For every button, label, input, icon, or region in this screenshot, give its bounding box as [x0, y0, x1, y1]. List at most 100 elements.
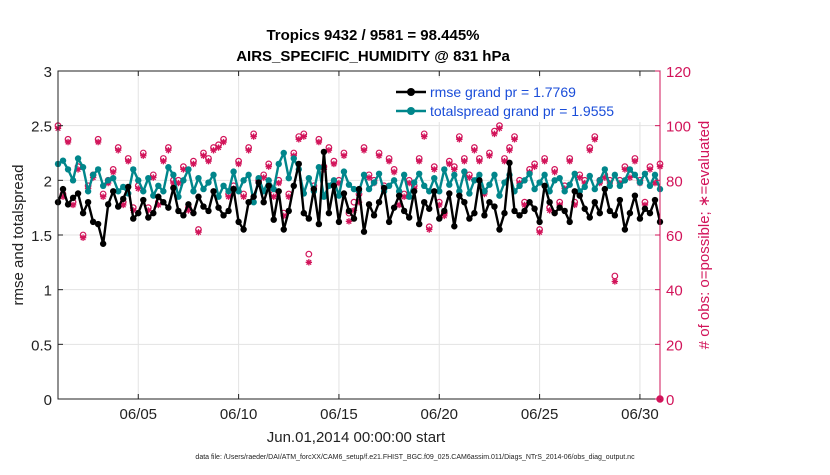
obs-evaluated-marker	[601, 174, 609, 181]
rmse-point	[79, 209, 87, 217]
obs-evaluated-marker	[155, 201, 162, 209]
rmse-point	[295, 160, 302, 168]
obs-evaluated-marker	[160, 158, 167, 165]
rmse-point	[461, 199, 468, 206]
totalspread-point	[561, 188, 568, 195]
rmse-point	[245, 199, 252, 206]
rmse-point	[556, 204, 563, 211]
obs-evaluated-marker	[536, 229, 543, 236]
obs-evaluated-marker	[125, 158, 132, 165]
totalspread-point	[641, 170, 649, 177]
rmse-point	[416, 220, 423, 228]
obs-evaluated-marker	[586, 147, 593, 154]
obs-evaluated-marker	[210, 147, 217, 154]
rmse-point	[441, 207, 448, 215]
obs-evaluated-marker	[431, 166, 438, 173]
totalspread-point	[190, 188, 197, 195]
totalspread-point	[235, 188, 242, 195]
totalspread-point	[240, 177, 247, 184]
y2-tick-label: 100	[666, 119, 691, 136]
rmse-point	[200, 203, 207, 210]
totalspread-point	[205, 179, 212, 186]
rmse-point	[601, 185, 609, 193]
obs-evaluated-marker	[94, 138, 102, 146]
totalspread-point	[416, 170, 423, 177]
obs-evaluated-marker	[59, 193, 67, 200]
y2-tick-label: 60	[666, 228, 683, 245]
rmse-point	[591, 199, 598, 206]
rmse-point	[631, 192, 639, 199]
obs-evaluated-marker	[365, 174, 373, 181]
obs-evaluated-marker	[436, 201, 443, 209]
totalspread-point	[375, 170, 383, 177]
rmse-point	[436, 215, 443, 222]
rmse-point	[64, 201, 72, 208]
y-tick-label: 2	[44, 173, 52, 190]
rmse-point	[636, 215, 644, 222]
totalspread-point	[99, 182, 107, 189]
totalspread-point	[410, 179, 418, 186]
totalspread-point	[195, 174, 202, 182]
obs-evaluated-marker	[330, 160, 338, 168]
rmse-point	[451, 223, 458, 230]
totalspread-point	[135, 177, 142, 184]
obs-evaluated-marker	[200, 152, 207, 159]
x-tick-label: 06/10	[220, 406, 258, 423]
rmse-point	[265, 182, 272, 189]
obs-evaluated-marker	[285, 193, 292, 200]
obs-evaluated-marker	[335, 179, 343, 187]
totalspread-point	[250, 199, 257, 206]
obs-evaluated-marker	[140, 152, 147, 159]
y-tick-label: 0	[44, 392, 52, 409]
totalspread-point	[59, 157, 67, 164]
obs-evaluated-marker	[451, 166, 458, 173]
obs-evaluated-marker	[591, 136, 598, 143]
totalspread-point	[350, 185, 358, 193]
obs-evaluated-marker	[240, 193, 247, 200]
totalspread-point	[531, 185, 538, 193]
totalspread-point	[426, 188, 433, 195]
rmse-point	[270, 216, 277, 223]
totalspread-point	[275, 160, 282, 168]
y2-tick-label: 0	[666, 392, 674, 409]
totalspread-point	[646, 182, 654, 189]
rmse-point	[651, 196, 659, 204]
y2-tick-label: 80	[666, 173, 683, 190]
rmse-point	[125, 183, 132, 191]
rmse-point	[240, 226, 247, 233]
rmse-point	[621, 226, 629, 233]
rmse-point	[410, 188, 418, 195]
totalspread-point	[476, 171, 483, 179]
rmse-point	[355, 185, 363, 193]
totalspread-point	[150, 192, 157, 199]
rmse-point	[130, 215, 137, 222]
obs-evaluated-marker	[69, 201, 77, 209]
totalspread-point	[390, 177, 398, 184]
totalspread-point	[431, 174, 438, 182]
rmse-point	[315, 220, 323, 228]
totalspread-point	[405, 193, 413, 200]
legend-label-rmse: rmse grand pr = 1.7769	[430, 84, 576, 100]
rmse-line	[56, 150, 662, 245]
rmse-point	[220, 212, 227, 219]
rmse-point	[320, 148, 328, 156]
totalspread-point	[320, 193, 328, 200]
rmse-point	[370, 212, 378, 219]
obs-evaluated-marker	[541, 158, 548, 165]
rmse-point	[511, 207, 518, 215]
rmse-point	[561, 207, 568, 215]
totalspread-point	[360, 171, 368, 179]
rmse-point	[250, 193, 257, 200]
totalspread-point	[451, 171, 458, 179]
totalspread-point	[340, 168, 348, 175]
obs-evaluated-marker	[476, 158, 483, 165]
obs-evaluated-marker	[170, 179, 177, 187]
rmse-point	[170, 184, 177, 192]
y-tick-label: 1	[44, 283, 52, 300]
totalspread-point	[466, 190, 473, 197]
totalspread-point	[345, 181, 353, 188]
rmse-point	[481, 212, 488, 219]
